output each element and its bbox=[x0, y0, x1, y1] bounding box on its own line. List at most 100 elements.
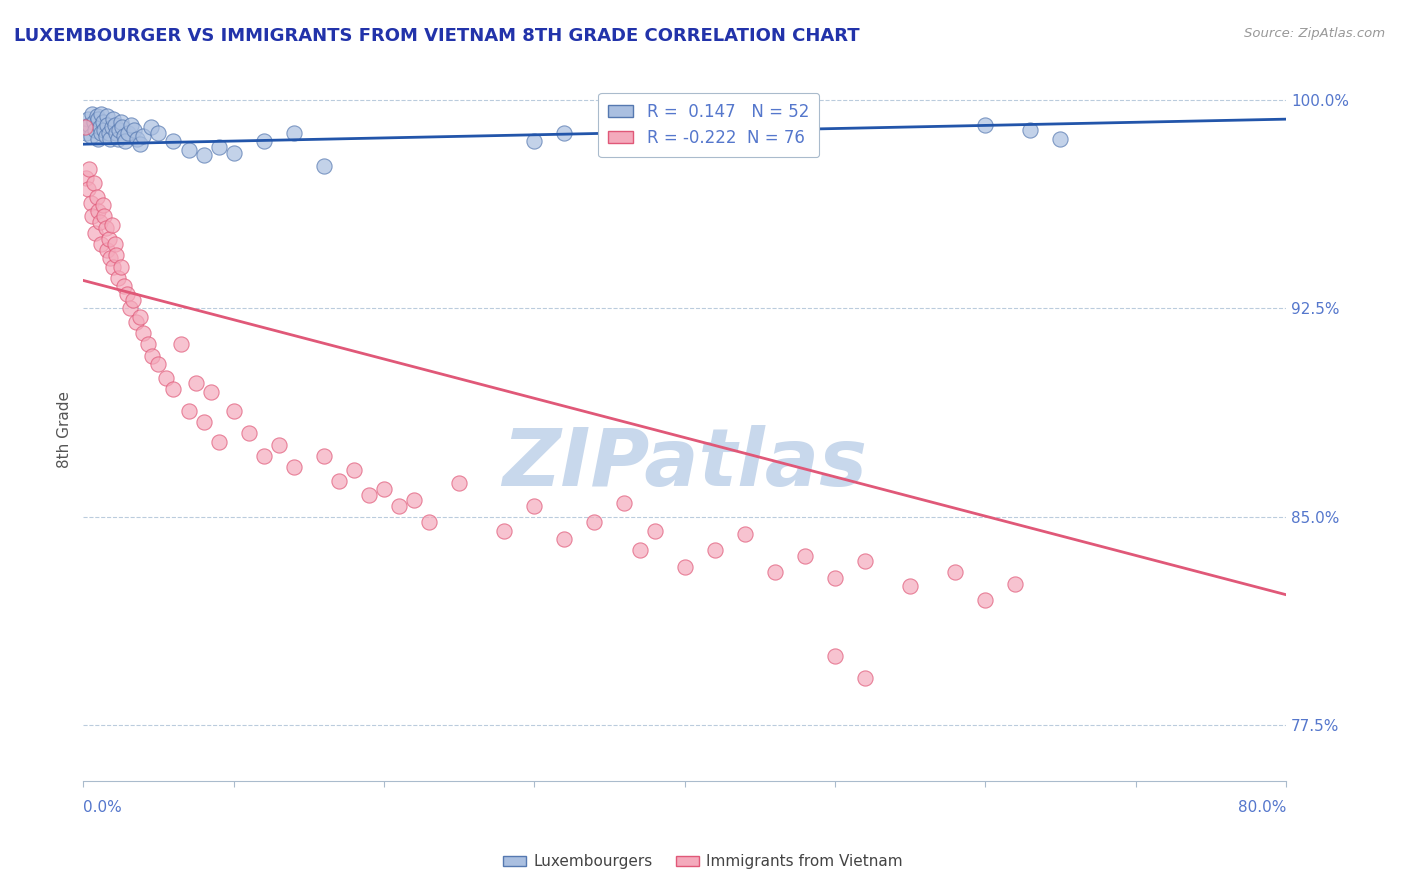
Point bbox=[101, 120, 124, 135]
Point bbox=[253, 135, 276, 149]
Point bbox=[127, 131, 149, 145]
Point bbox=[84, 123, 107, 137]
Point bbox=[523, 135, 546, 149]
Y-axis label: 8th Grade: 8th Grade bbox=[58, 391, 72, 467]
Point bbox=[105, 248, 128, 262]
Point bbox=[79, 118, 101, 132]
Point bbox=[628, 543, 651, 558]
Point bbox=[97, 126, 120, 140]
Point bbox=[82, 210, 104, 224]
Text: ZIPatlas: ZIPatlas bbox=[502, 425, 868, 503]
Point bbox=[162, 135, 184, 149]
Point bbox=[139, 120, 162, 135]
Point bbox=[90, 237, 112, 252]
Point bbox=[177, 143, 200, 157]
Point bbox=[90, 106, 112, 120]
Point bbox=[75, 126, 97, 140]
Point bbox=[177, 404, 200, 418]
Point bbox=[283, 126, 305, 140]
Point bbox=[222, 404, 245, 418]
Point bbox=[553, 532, 575, 546]
Point bbox=[80, 128, 103, 143]
Point bbox=[1019, 123, 1042, 137]
Point bbox=[97, 232, 120, 246]
Point bbox=[110, 115, 132, 129]
Point bbox=[79, 162, 101, 177]
Point bbox=[93, 210, 115, 224]
Point bbox=[104, 118, 127, 132]
Text: LUXEMBOURGER VS IMMIGRANTS FROM VIETNAM 8TH GRADE CORRELATION CHART: LUXEMBOURGER VS IMMIGRANTS FROM VIETNAM … bbox=[14, 27, 859, 45]
Point bbox=[193, 415, 215, 429]
Point bbox=[253, 449, 276, 463]
Point bbox=[105, 126, 128, 140]
Point bbox=[86, 190, 108, 204]
Point bbox=[104, 237, 127, 252]
Point bbox=[96, 109, 118, 123]
Point bbox=[312, 160, 335, 174]
Point bbox=[583, 516, 606, 530]
Point bbox=[200, 384, 222, 399]
Point bbox=[238, 426, 260, 441]
Point bbox=[418, 516, 440, 530]
Point bbox=[170, 337, 193, 351]
Point bbox=[162, 382, 184, 396]
Point bbox=[283, 459, 305, 474]
Point bbox=[343, 462, 366, 476]
Point bbox=[98, 131, 121, 145]
Point bbox=[91, 115, 114, 129]
Point bbox=[141, 349, 163, 363]
Point bbox=[84, 226, 107, 240]
Point bbox=[94, 220, 117, 235]
Point bbox=[114, 135, 136, 149]
Point bbox=[763, 566, 786, 580]
Point bbox=[124, 123, 146, 137]
Text: 0.0%: 0.0% bbox=[83, 799, 122, 814]
Point bbox=[107, 270, 129, 285]
Point bbox=[129, 137, 152, 152]
Point bbox=[132, 128, 155, 143]
Point bbox=[613, 496, 636, 510]
Point bbox=[523, 499, 546, 513]
Point bbox=[494, 524, 516, 538]
Point bbox=[148, 126, 170, 140]
Point bbox=[1004, 576, 1026, 591]
Point bbox=[734, 526, 756, 541]
Point bbox=[402, 493, 425, 508]
Point bbox=[87, 203, 110, 218]
Point bbox=[91, 198, 114, 212]
Point bbox=[86, 109, 108, 123]
Point bbox=[267, 437, 290, 451]
Point bbox=[449, 476, 471, 491]
Point bbox=[73, 120, 96, 135]
Point bbox=[107, 131, 129, 145]
Point bbox=[974, 593, 997, 607]
Point bbox=[96, 243, 118, 257]
Point bbox=[207, 140, 229, 154]
Point bbox=[328, 474, 350, 488]
Point bbox=[87, 112, 110, 127]
Point bbox=[703, 543, 725, 558]
Point bbox=[207, 434, 229, 449]
Point bbox=[974, 118, 997, 132]
Point bbox=[129, 310, 152, 324]
Point bbox=[122, 293, 145, 307]
Point bbox=[111, 120, 134, 135]
Point bbox=[98, 251, 121, 265]
Point bbox=[193, 148, 215, 162]
Point bbox=[1049, 131, 1071, 145]
Point bbox=[112, 128, 135, 143]
Point bbox=[101, 218, 124, 232]
Point bbox=[388, 499, 411, 513]
Point bbox=[75, 170, 97, 185]
Point bbox=[83, 115, 105, 129]
Point bbox=[115, 287, 138, 301]
Point bbox=[93, 123, 115, 137]
Point bbox=[112, 279, 135, 293]
Point bbox=[793, 549, 815, 563]
Point bbox=[89, 120, 111, 135]
Point bbox=[82, 106, 104, 120]
Point bbox=[103, 112, 125, 127]
Point bbox=[357, 487, 380, 501]
Point bbox=[73, 120, 96, 135]
Point bbox=[373, 482, 395, 496]
